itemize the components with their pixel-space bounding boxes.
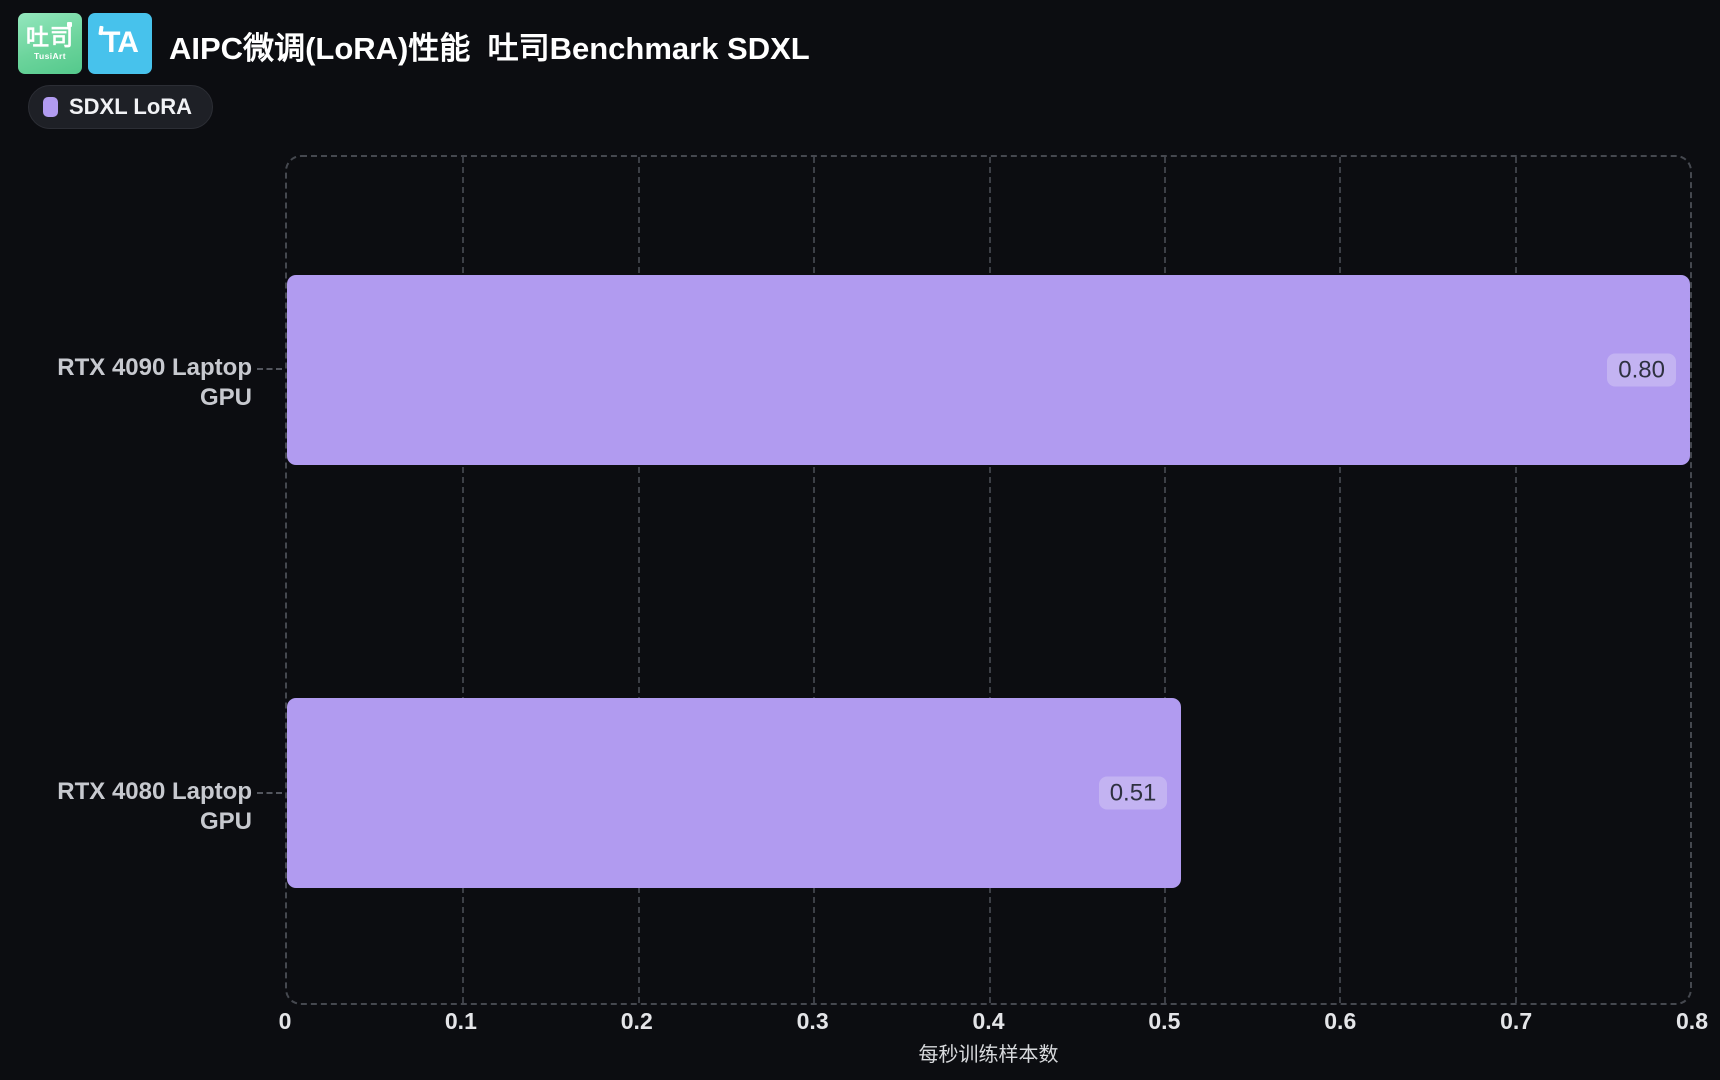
- tusiart-logo: 吐司 TusiArt: [18, 12, 82, 74]
- bar-rtx-4080-laptop-gpu[interactable]: 0.51: [287, 698, 1182, 888]
- legend-item-sdxl-lora[interactable]: SDXL LoRA: [28, 85, 214, 129]
- chart-title: AIPC微调(LoRA)性能 吐司Benchmark SDXL: [169, 30, 810, 66]
- y-axis-tick-mark: [257, 792, 282, 794]
- x-axis-title: 每秒训练样本数: [918, 1044, 1059, 1066]
- gridline-0.5: [1163, 157, 1166, 1003]
- legend-label: SDXL LoRA: [69, 94, 193, 119]
- y-axis-tick-mark: [257, 368, 282, 370]
- x-tick-label: 0.1: [444, 1008, 477, 1034]
- category-label-rtx-4090: RTX 4090 Laptop GPU: [57, 354, 252, 411]
- bar-rtx-4090-laptop-gpu[interactable]: 0.80: [287, 275, 1690, 465]
- gridline-0.3: [813, 157, 816, 1003]
- gridline-0.6: [1339, 157, 1342, 1003]
- ta-logo-text: TA: [102, 26, 139, 59]
- value-label-chip: 0.51: [1098, 776, 1168, 810]
- x-tick-label: 0.3: [796, 1008, 829, 1034]
- x-tick-label: 0.5: [1148, 1008, 1181, 1034]
- ta-logo: TA: [88, 12, 152, 74]
- tusiart-logo-text: 吐司: [26, 24, 74, 50]
- x-tick-label: 0.7: [1500, 1008, 1533, 1034]
- plot-area: 0.80 0.51: [285, 155, 1692, 1005]
- x-tick-label: 0.8: [1676, 1008, 1708, 1034]
- tusiart-logo-dot: [67, 21, 72, 27]
- tusiart-logo-subtext: TusiArt: [34, 51, 66, 61]
- gridline-0.7: [1514, 157, 1517, 1003]
- x-tick-label: 0.2: [620, 1008, 653, 1034]
- x-axis: 0 0.1 0.2 0.3 0.4 0.5 0.6 0.7 0.8: [279, 1008, 1708, 1034]
- gridline-0.1: [462, 157, 465, 1003]
- legend-swatch-icon: [43, 97, 58, 117]
- category-label-rtx-4080: RTX 4080 Laptop GPU: [57, 778, 252, 835]
- gridline-0.4: [988, 157, 991, 1003]
- x-tick-label: 0.4: [972, 1008, 1005, 1034]
- x-tick-label: 0.6: [1324, 1008, 1357, 1034]
- gridline-0.2: [637, 157, 640, 1003]
- header: 吐司 TusiArt TA AIPC微调(LoRA)性能 吐司Benchmark…: [18, 12, 810, 74]
- x-tick-label: 0: [278, 1008, 292, 1034]
- value-label-chip: 0.80: [1607, 353, 1676, 387]
